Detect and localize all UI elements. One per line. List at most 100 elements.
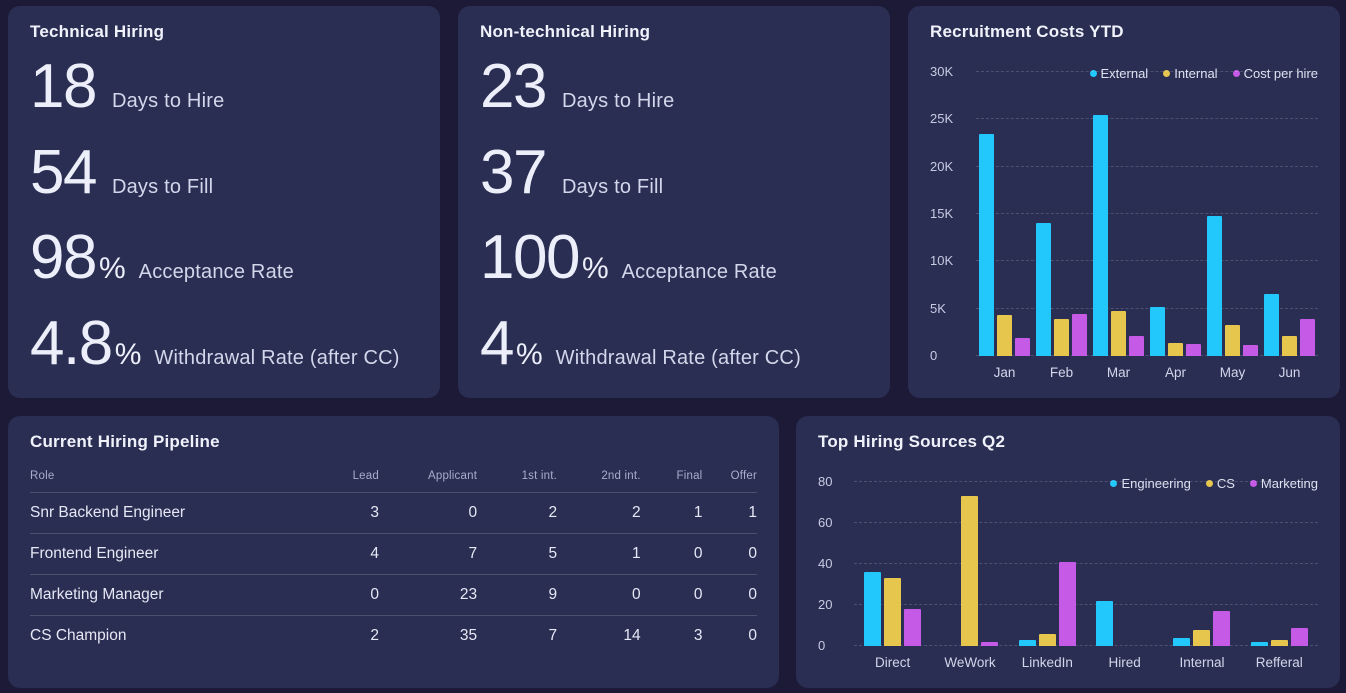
bar-marketing-linkedin[interactable] <box>1058 561 1076 646</box>
metric-value: 18 <box>30 52 97 121</box>
gridline <box>976 307 1318 309</box>
metric-number: 4.8 % <box>30 313 141 375</box>
metric-number: 98 % <box>30 223 126 293</box>
cell-value: 14 <box>623 627 641 644</box>
plot-grid <box>854 481 1318 646</box>
plot-grid <box>976 71 1318 356</box>
bar-cost-per-hire-jun[interactable] <box>1300 319 1315 356</box>
bar-internal-feb[interactable] <box>1054 319 1069 356</box>
cell-value: 35 <box>459 627 478 644</box>
bar-external-apr[interactable] <box>1150 306 1165 356</box>
bar-external-may[interactable] <box>1207 215 1222 356</box>
bar-group-direct <box>854 482 931 646</box>
cell-value: 2 <box>477 492 558 534</box>
non-technical-hiring-title: Non-technical Hiring <box>480 22 651 41</box>
x-tick-label: WeWork <box>944 654 996 670</box>
bar-group-linkedin <box>1009 482 1086 646</box>
y-tick-label: 0 <box>818 637 826 653</box>
cell-value: 0 <box>557 574 641 616</box>
cell-value: 1 <box>702 492 757 534</box>
bar-groups <box>854 482 1318 646</box>
metric-acceptance-rate: 100 % Acceptance Rate <box>480 227 868 289</box>
bar-external-jun[interactable] <box>1264 294 1279 356</box>
cell-role: Marketing Manager <box>30 574 307 616</box>
metric-suffix: % <box>581 252 609 286</box>
bar-cost-per-hire-jan[interactable] <box>1015 338 1030 356</box>
hiring-sources-title: Top Hiring Sources Q2 <box>818 432 1006 451</box>
metric-number: 18 <box>30 52 99 121</box>
cell-value: 0 <box>640 533 703 575</box>
metric-number: 23 <box>480 56 549 118</box>
bar-group-feb <box>1033 72 1090 356</box>
cell-value: 4 <box>306 533 379 575</box>
bar-cost-per-hire-may[interactable] <box>1243 344 1258 356</box>
legend-item-cost-per-hire[interactable]: Cost per hire <box>1232 66 1318 81</box>
bar-cs-internal[interactable] <box>1193 629 1211 646</box>
bar-external-feb[interactable] <box>1036 223 1051 356</box>
bar-cs-refferal[interactable] <box>1270 639 1288 646</box>
y-tick-label: 80 <box>818 473 833 489</box>
gridline <box>854 563 1318 564</box>
x-axis: Jan Feb Mar Apr May Jun <box>930 360 1318 384</box>
table-row-snr-backend-engineer: Snr Backend Engineer 3 0 2 2 1 1 <box>30 492 757 534</box>
metric-days-to-hire: 18 Days to Hire <box>30 52 418 121</box>
cell-value: 7 <box>378 533 478 575</box>
bar-cost-per-hire-mar[interactable] <box>1129 336 1144 356</box>
legend-item-cs[interactable]: CS <box>1205 476 1235 491</box>
bar-internal-jun[interactable] <box>1282 336 1297 356</box>
y-tick-label: 60 <box>818 514 833 530</box>
bar-internal-apr[interactable] <box>1168 342 1183 356</box>
bar-marketing-refferal[interactable] <box>1290 627 1308 646</box>
metric-number: 100 % <box>480 227 609 289</box>
bar-engineering-refferal[interactable] <box>1250 641 1268 646</box>
metric-withdrawal-rate-after-cc: 4.8 % Withdrawal Rate (after CC) <box>30 313 418 375</box>
cell-value: 1 <box>557 533 641 575</box>
legend-item-internal[interactable]: Internal <box>1163 66 1218 81</box>
gridline <box>976 260 1318 262</box>
recruitment-costs-card: Recruitment Costs YTD External Internal Co… <box>908 6 1340 398</box>
cell-value: 0 <box>748 627 757 644</box>
y-tick-label: 30K <box>930 63 954 79</box>
cell-role: CS Champion <box>30 627 127 644</box>
legend-item-engineering[interactable]: Engineering <box>1110 476 1191 491</box>
plot-area: 0 20 40 60 80 <box>818 474 1318 653</box>
column-header-1st-int: 1st int. <box>477 460 558 493</box>
bar-internal-mar[interactable] <box>1111 310 1126 356</box>
top-row: Technical Hiring 18 Days to Hire 54 Days… <box>8 6 1340 398</box>
non-technical-metrics-list: 23 Days to Hire 37 Days to Fill 100 % Ac… <box>480 42 868 384</box>
bar-engineering-direct[interactable] <box>864 572 882 646</box>
metric-value: 98 <box>30 223 97 293</box>
bar-cs-direct[interactable] <box>884 578 902 646</box>
legend-item-marketing[interactable]: Marketing <box>1249 476 1318 491</box>
bar-engineering-linkedin[interactable] <box>1018 639 1036 646</box>
x-tick-label: Jan <box>993 364 1016 380</box>
cell-value: 0 <box>378 492 478 534</box>
legend-item-external[interactable]: External <box>1089 66 1148 81</box>
x-tick-label: Refferal <box>1255 654 1303 670</box>
bar-internal-may[interactable] <box>1225 324 1240 356</box>
non-technical-hiring-card: Non-technical Hiring 23 Days to Hire 37 … <box>458 6 890 398</box>
metric-label: Days to Hire <box>561 90 675 112</box>
bar-external-mar[interactable] <box>1093 114 1108 356</box>
bar-engineering-hired[interactable] <box>1096 600 1114 646</box>
legend-dot-icon <box>1163 70 1171 77</box>
y-tick-label: 15K <box>930 205 954 221</box>
cell-value: 3 <box>306 492 379 534</box>
bar-cost-per-hire-feb[interactable] <box>1072 314 1087 356</box>
bar-engineering-internal[interactable] <box>1173 637 1191 646</box>
bar-internal-jan[interactable] <box>997 315 1012 356</box>
cell-value: 23 <box>378 574 478 616</box>
bar-cost-per-hire-apr[interactable] <box>1186 343 1201 356</box>
cell-value: 7 <box>548 627 558 644</box>
plot-area: 0 5K 10K 15K 20K 25K 30K <box>930 64 1318 363</box>
recruitment-costs-title: Recruitment Costs YTD <box>930 22 1124 41</box>
bar-marketing-wework[interactable] <box>981 641 999 646</box>
bar-cs-wework[interactable] <box>961 496 979 646</box>
bar-external-jan[interactable] <box>979 133 994 356</box>
bar-cs-linkedin[interactable] <box>1038 633 1056 646</box>
bar-marketing-internal[interactable] <box>1213 611 1231 646</box>
cell-value: 1 <box>640 492 703 534</box>
hiring-sources-chart: Engineering CS Marketing 0 20 40 60 80 Direct WeW… <box>818 452 1318 674</box>
bar-marketing-direct[interactable] <box>904 609 922 646</box>
metric-number: 54 <box>30 141 99 203</box>
